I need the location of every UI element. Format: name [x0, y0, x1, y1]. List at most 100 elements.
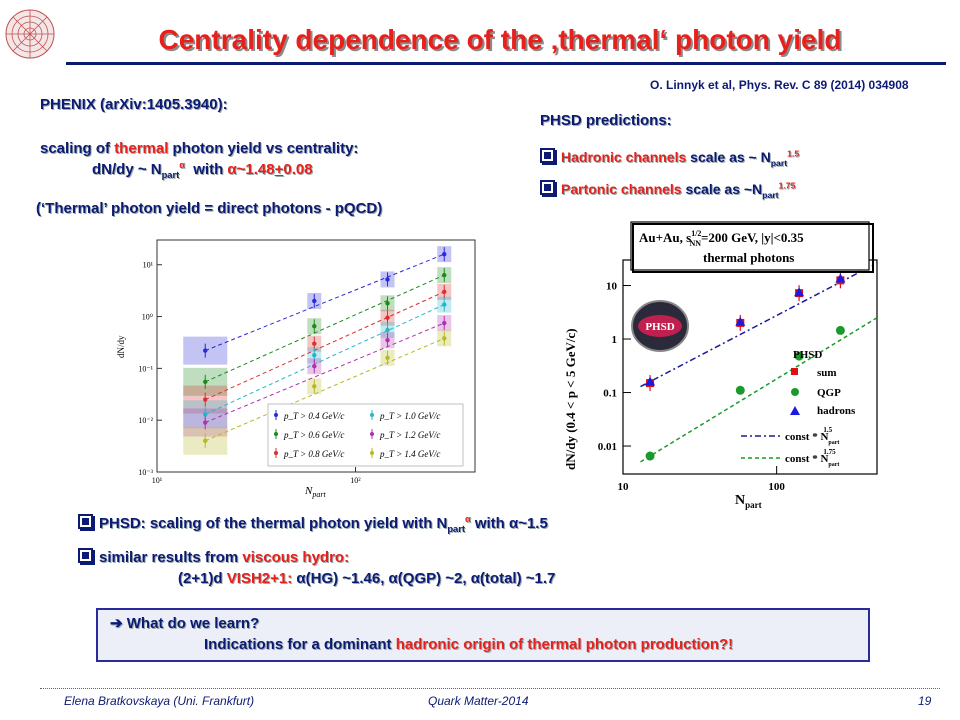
svg-text:sum: sum [817, 367, 837, 379]
bullet-icon [78, 514, 93, 529]
hadrons-point [794, 287, 805, 297]
data-point [385, 327, 390, 333]
phenix-xlabel: Npart [304, 485, 326, 499]
legend-label: p_T > 1.0 GeV/c [379, 411, 440, 421]
qgp-point [735, 385, 745, 395]
y-tick-label: 10⁻² [138, 416, 153, 425]
svg-text:const * Npart1.5: const * Npart1.5 [785, 426, 839, 446]
data-point [312, 298, 317, 304]
y-tick-label: 0.01 [598, 441, 617, 453]
data-point [385, 315, 390, 320]
y-tick-label: 10⁻³ [138, 468, 153, 477]
footer-author: Elena Bratkovskaya (Uni. Frankfurt) [64, 694, 255, 708]
legend-marker [274, 432, 278, 436]
data-point [203, 420, 208, 425]
y-tick-label: 10 [606, 281, 618, 293]
y-tick-label: 1 [612, 334, 618, 346]
footer-conference: Quark Matter-2014 [428, 694, 529, 708]
scaling-text: scaling of thermal photon yield vs centr… [40, 140, 359, 157]
y-tick-label: 10¹ [143, 261, 154, 270]
svg-text:PHSD: PHSD [793, 349, 822, 361]
data-point [312, 324, 317, 329]
legend-label: p_T > 0.6 GeV/c [283, 430, 344, 440]
legend-label: p_T > 0.4 GeV/c [283, 411, 344, 421]
hadrons-point [735, 316, 746, 326]
partonic-bullet: Partonic channels scale as ~Npart1.75 [540, 180, 795, 200]
data-point [442, 336, 447, 341]
data-point [312, 341, 317, 346]
legend-label: p_T > 0.8 GeV/c [283, 449, 344, 459]
data-point [203, 438, 208, 444]
svg-text:hadrons: hadrons [817, 405, 856, 417]
fit-line-hadrons [640, 262, 878, 388]
data-point [203, 412, 208, 417]
legend-label: p_T > 1.4 GeV/c [379, 449, 440, 459]
data-point [385, 355, 390, 360]
phsd-xlabel: Npart [735, 493, 762, 510]
hadronic-bullet: Hadronic channels scale as ~ Npart1.5 [540, 148, 799, 168]
phsd-header: Au+Au, s1/2 NN=200 GeV, |y|<0.35 [639, 229, 804, 248]
data-point [203, 397, 208, 402]
phsd-legend: PHSD sum QGP hadrons const * Npart1.5 co… [741, 349, 856, 468]
data-point [312, 384, 317, 389]
phsd-ylabel: dN/dy (0.4 < p < 5 GeV/c) [563, 328, 578, 470]
svg-text:const * Npart1.75: const * Npart1.75 [785, 448, 839, 468]
logo-emblem [4, 4, 56, 64]
legend-marker [274, 451, 278, 455]
y-tick-label: 0.1 [603, 388, 617, 400]
fit-line [205, 253, 445, 352]
bullet-icon [540, 180, 555, 195]
data-point [385, 337, 390, 343]
learn-question: ➔ What do we learn? [110, 615, 260, 632]
y-tick-label: 10⁻¹ [138, 364, 153, 373]
fit-line [205, 291, 445, 401]
qgp-point [835, 325, 845, 335]
fit-line [205, 274, 445, 383]
data-point [442, 320, 447, 326]
x-tick-label: 10² [350, 476, 361, 485]
legend-label: p_T > 1.2 GeV/c [379, 430, 440, 440]
phenix-ylabel: dN/dy [116, 335, 126, 358]
indication-text: Indications for a dominant hadronic orig… [204, 636, 734, 653]
qgp-point [794, 351, 804, 361]
x-tick-label: 100 [768, 481, 785, 493]
data-point [312, 364, 317, 369]
data-point [385, 301, 390, 306]
reference: O. Linnyk et al, Phys. Rev. C 89 (2014) … [650, 78, 909, 92]
phsd-logo: PHSD [631, 300, 689, 352]
phsd-plot: 10 1 0.1 0.01 10 100 Au+Au, s1/2 NN=200 GeV, |… [563, 221, 878, 510]
hadrons-point [645, 376, 656, 386]
footer-divider [40, 688, 940, 689]
data-point [312, 352, 317, 358]
hadrons-point [835, 273, 846, 283]
y-tick-label: 10⁰ [142, 313, 153, 322]
fit-line [205, 304, 445, 415]
fit-line [205, 322, 445, 424]
svg-text:QGP: QGP [817, 387, 841, 399]
thermal-definition: (‘Thermal’ photon yield = direct photons… [36, 200, 383, 217]
hydro-bullet: similar results from viscous hydro: [78, 548, 349, 566]
bullet-icon [540, 148, 555, 163]
page-title: Centrality dependence of the ‚thermal‘ p… [158, 24, 842, 55]
page-number: 19 [918, 694, 932, 708]
vish-line: (2+1)d VISH2+1: α(HG) ~1.46, α(QGP) ~2, … [178, 570, 556, 587]
legend-marker [274, 413, 278, 417]
conclusion-box: ➔ What do we learn? Indications for a do… [96, 608, 870, 662]
x-tick-label: 10¹ [152, 476, 163, 485]
title-underline [66, 62, 946, 65]
data-point [442, 289, 447, 295]
bullet-icon [78, 548, 93, 563]
qgp-point [645, 451, 655, 461]
legend-marker [370, 451, 374, 455]
svg-text:PHSD: PHSD [645, 321, 674, 333]
data-point [442, 302, 447, 307]
fit-line [205, 337, 445, 442]
phsd-header2: thermal photons [703, 250, 794, 265]
legend-marker [370, 432, 374, 436]
data-point [442, 251, 447, 257]
phsd-predictions: PHSD predictions: [540, 112, 672, 129]
phenix-ref: PHENIX (arXiv:1405.3940): [40, 96, 228, 113]
arrow-icon: ➔ [110, 615, 127, 632]
legend-marker [370, 413, 374, 417]
